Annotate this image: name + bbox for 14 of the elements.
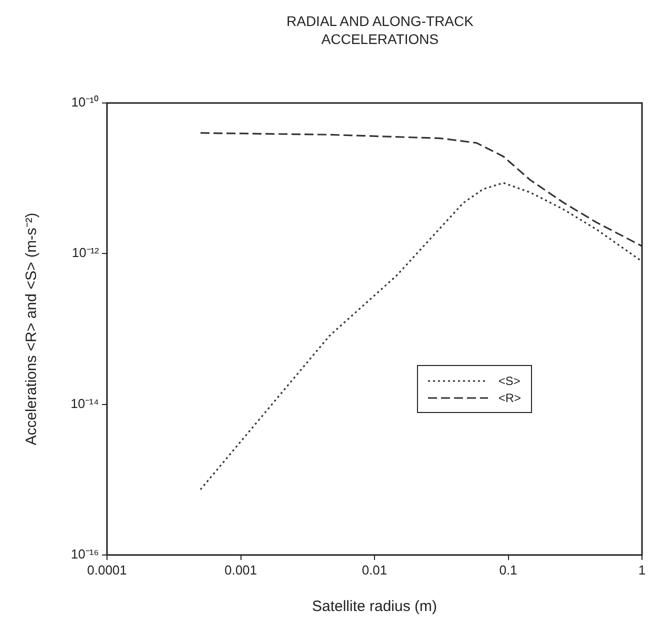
legend-label: <R> (498, 390, 521, 405)
y-tick-label: 10⁻¹² (72, 245, 100, 260)
x-tick-label: 0.01 (362, 562, 388, 578)
chart-title: RADIAL AND ALONG-TRACK ACCELERATIONS (286, 12, 474, 48)
y-tick-label: 10⁻¹⁰ (71, 94, 99, 110)
x-tick-label: 0.001 (224, 562, 258, 578)
x-tick-label: 1 (638, 562, 646, 578)
y-tick-label: 10⁻¹⁴ (70, 396, 99, 411)
x-tick-label: 0.1 (499, 562, 518, 578)
y-tick-label: 10⁻¹⁶ (70, 546, 99, 562)
x-tick-label: 0.0001 (87, 562, 127, 578)
legend-label: <S> (498, 374, 520, 388)
y-axis-title: Accelerations <R> and <S> (m-s⁻²) (22, 212, 40, 448)
x-axis-title: Satellite radius (m) (310, 598, 438, 615)
